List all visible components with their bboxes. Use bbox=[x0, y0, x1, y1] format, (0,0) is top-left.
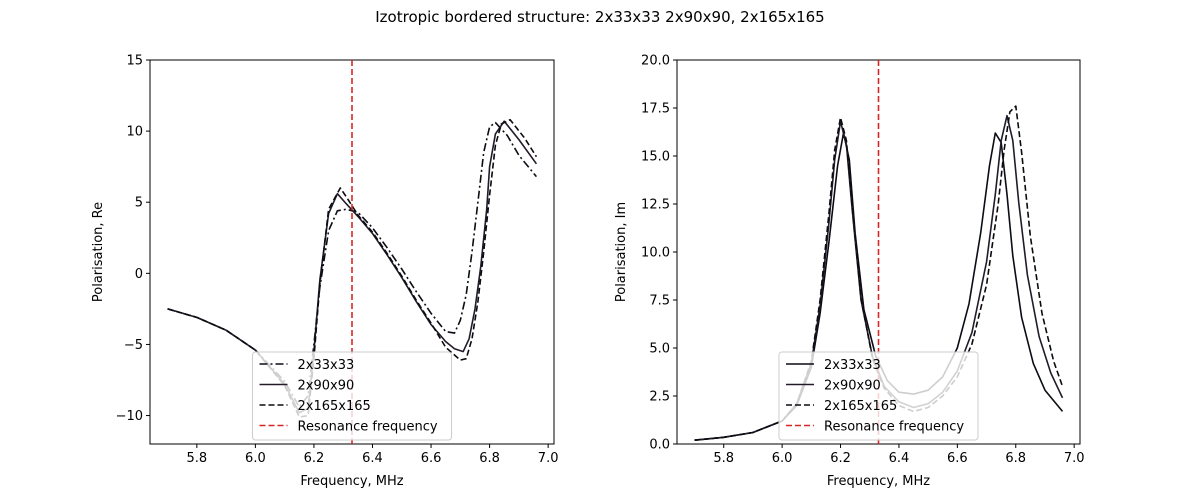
y-tick-label: 5.0 bbox=[649, 342, 670, 357]
legend-label: 2x33x33 bbox=[824, 358, 881, 373]
y-tick-label: 10.0 bbox=[641, 246, 670, 261]
legend-box bbox=[252, 351, 452, 441]
y-tick-label: 20.0 bbox=[641, 54, 670, 69]
legend-box bbox=[778, 351, 979, 441]
x-axis-label: Frequency, MHz bbox=[827, 474, 930, 489]
legend-label: 2x90x90 bbox=[298, 379, 355, 394]
y-tick-label: 2.5 bbox=[649, 390, 670, 405]
legend: 2x33x33 2x90x90 2x165x165 Resonance frequen… bbox=[252, 351, 452, 441]
y-tick-label: 15.0 bbox=[641, 150, 670, 165]
y-tick-label: 7.5 bbox=[649, 294, 670, 309]
y-tick-label: 10 bbox=[126, 125, 143, 140]
legend-label: Resonance frequency bbox=[298, 420, 438, 435]
legend-label: 2x165x165 bbox=[824, 399, 897, 414]
y-tick-label: 17.5 bbox=[641, 102, 670, 117]
chart-panel-imaginary: 5.8 6.0 6.2 6.4 6.6 6.8 7.0 0.0 2.5 5.0 7.5 10.0 12.… bbox=[614, 54, 1085, 490]
x-tick-label: 5.8 bbox=[713, 451, 734, 466]
y-tick-label: 12.5 bbox=[641, 198, 670, 213]
x-tick-label: 6.4 bbox=[889, 451, 910, 466]
y-tick-label: 15 bbox=[126, 54, 143, 69]
x-axis-label: Frequency, MHz bbox=[300, 474, 403, 489]
y-axis-label: Polarisation, Im bbox=[614, 202, 629, 302]
x-tick-label: 6.8 bbox=[1005, 451, 1026, 466]
figure-title: Izotropic bordered structure: 2x33x33 2x… bbox=[375, 8, 824, 26]
x-tick-label: 6.2 bbox=[830, 451, 851, 466]
y-axis-label: Polarisation, Re bbox=[91, 202, 106, 302]
y-tick-label: −5 bbox=[124, 338, 143, 353]
y-tick-label: −10 bbox=[116, 409, 143, 424]
y-tick-label: 5 bbox=[135, 196, 143, 211]
x-tick-label: 5.8 bbox=[186, 451, 207, 466]
legend-label: Resonance frequency bbox=[824, 420, 964, 435]
x-tick-label: 7.0 bbox=[538, 451, 559, 466]
legend: 2x33x33 2x90x90 2x165x165 Resonance frequen… bbox=[778, 351, 979, 441]
x-tick-label: 6.8 bbox=[479, 451, 500, 466]
x-tick-label: 7.0 bbox=[1064, 451, 1085, 466]
y-tick-label: 0 bbox=[135, 267, 143, 282]
x-tick-label: 6.6 bbox=[421, 451, 442, 466]
x-tick-label: 6.0 bbox=[245, 451, 266, 466]
legend-label: 2x90x90 bbox=[824, 379, 881, 394]
x-tick-label: 6.0 bbox=[772, 451, 793, 466]
x-tick-label: 6.6 bbox=[947, 451, 968, 466]
x-tick-label: 6.2 bbox=[304, 451, 325, 466]
legend-label: 2x165x165 bbox=[298, 399, 371, 414]
y-tick-label: 0.0 bbox=[649, 438, 670, 453]
x-tick-label: 6.4 bbox=[362, 451, 383, 466]
legend-label: 2x33x33 bbox=[298, 358, 355, 373]
chart-panel-real: 5.8 6.0 6.2 6.4 6.6 6.8 7.0 −10 −5 0 5 10 15 Frequenc… bbox=[91, 54, 558, 490]
